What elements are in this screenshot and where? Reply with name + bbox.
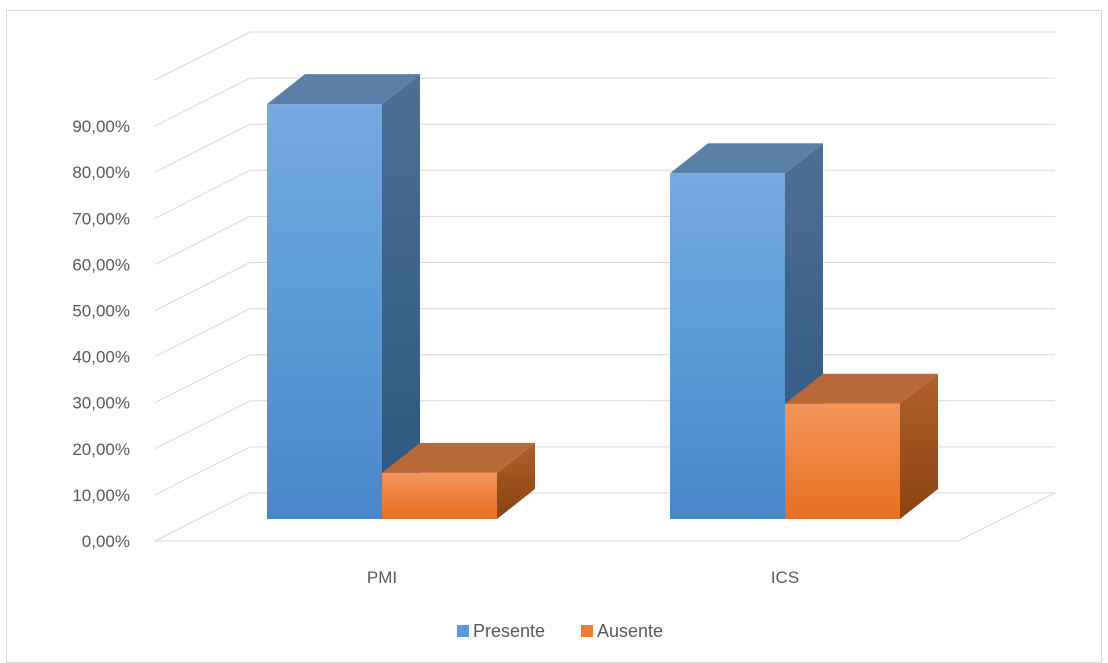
y-tick-label: 20,00%	[72, 440, 130, 459]
gridline-side	[154, 77, 251, 127]
legend-swatch	[457, 625, 469, 637]
y-tick-label: 70,00%	[72, 209, 130, 228]
bar-front	[267, 104, 382, 519]
legend-swatch	[581, 625, 593, 637]
bar-front	[785, 403, 900, 519]
legend-item-presente: Presente	[457, 621, 545, 641]
bar-top	[785, 373, 938, 404]
bar-top	[382, 442, 535, 473]
x-axis-categories: PMI ICS	[367, 568, 799, 587]
y-tick-label: 40,00%	[72, 348, 130, 367]
bar-front	[670, 173, 785, 519]
gridline-side	[154, 400, 251, 450]
gridline-side	[154, 262, 251, 311]
y-tick-label: 90,00%	[72, 117, 130, 136]
bar-ausente-ics	[785, 373, 938, 519]
x-category-label: PMI	[367, 568, 397, 587]
bar-front	[382, 472, 497, 519]
bar-side	[382, 74, 420, 519]
gridline-side	[154, 123, 251, 173]
bar-presente-pmi	[267, 74, 420, 519]
gridline-side	[154, 446, 251, 496]
y-tick-label: 60,00%	[72, 255, 130, 274]
floor-edge-right	[957, 492, 1056, 542]
bar-ausente-pmi	[382, 442, 535, 519]
bar-side	[497, 442, 535, 519]
gridline-side	[154, 31, 251, 81]
gridline-side	[154, 492, 251, 542]
y-tick-label: 0,00%	[82, 532, 130, 551]
legend: Presente Ausente	[457, 621, 663, 641]
y-tick-label: 80,00%	[72, 163, 130, 182]
gridline-side	[154, 169, 251, 219]
bars	[267, 74, 938, 519]
legend-item-ausente: Ausente	[581, 621, 663, 641]
bar-top	[670, 143, 823, 174]
gridline-side	[154, 308, 251, 358]
y-tick-label: 10,00%	[72, 486, 130, 505]
gridline-side	[154, 354, 251, 404]
chart-frame	[6, 10, 1102, 663]
y-tick-label: 30,00%	[72, 394, 130, 413]
legend-label: Ausente	[597, 621, 663, 641]
bar-side	[900, 373, 938, 519]
legend-label: Presente	[473, 621, 545, 641]
gridline-side	[154, 215, 251, 265]
y-axis-ticks: 0,00% 10,00% 20,00% 30,00% 40,00% 50,00% 60,00…	[72, 117, 130, 551]
x-category-label: ICS	[771, 568, 799, 587]
bar-top	[267, 74, 420, 105]
y-tick-label: 50,00%	[72, 302, 130, 321]
